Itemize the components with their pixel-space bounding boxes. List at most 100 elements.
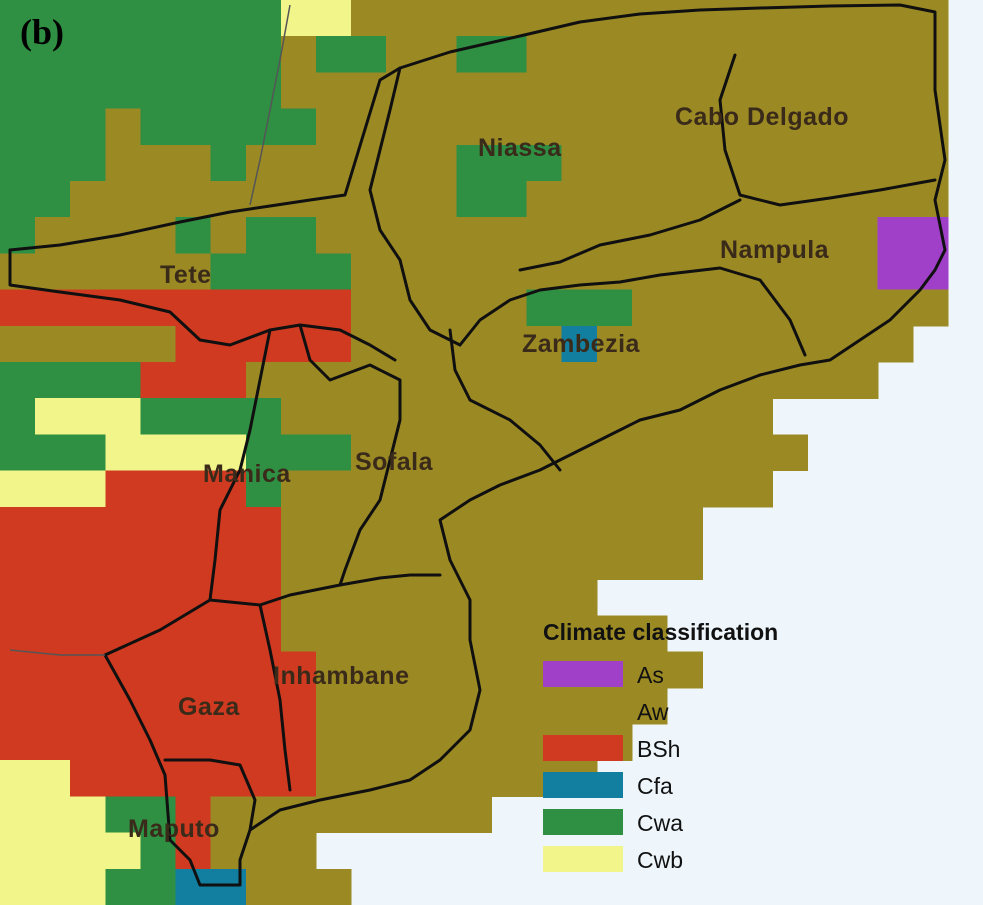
climate-cell-aw — [421, 253, 457, 291]
climate-cell-aw — [386, 579, 422, 616]
climate-cell-aw — [667, 72, 703, 110]
climate-cell-aw — [105, 253, 142, 291]
climate-cell-cwa — [70, 0, 106, 37]
climate-cell-aw — [737, 434, 773, 472]
climate-cell-cwa — [35, 362, 71, 399]
climate-cell-aw — [421, 217, 457, 254]
climate-cell-bsh — [175, 289, 212, 327]
climate-cell-aw — [315, 144, 352, 182]
legend-swatch-aw — [543, 698, 623, 724]
climate-cell-aw — [772, 253, 809, 291]
climate-cell-aw — [386, 687, 422, 725]
climate-cell-aw — [561, 615, 598, 653]
climate-cell-aw — [70, 217, 106, 254]
label-inhambane: Inhambane — [273, 662, 409, 690]
climate-cell-bsh — [105, 506, 142, 544]
climate-cell-cwa — [561, 289, 598, 327]
climate-cell-cwa — [175, 108, 212, 146]
border-manica-sofala — [298, 323, 402, 587]
climate-cell-cwa — [0, 434, 36, 472]
climate-cell-aw — [0, 253, 36, 291]
climate-cell-aw — [105, 325, 142, 363]
climate-cell-aw — [631, 144, 668, 182]
climate-cell-aw — [386, 0, 422, 37]
climate-cell-bsh — [280, 651, 317, 689]
climate-cell-aw — [421, 434, 457, 472]
climate-cell-aw — [140, 181, 177, 218]
climate-cell-cwb — [105, 832, 142, 870]
climate-cell-cwa — [70, 362, 106, 399]
climate-cell-cwa — [245, 253, 282, 291]
climate-cell-aw — [842, 217, 879, 254]
climate-cell-aw — [807, 217, 844, 254]
climate-cell-aw — [351, 434, 387, 472]
climate-cell-cwb — [140, 434, 177, 472]
climate-cell-aw — [526, 325, 563, 363]
climate-cell-bsh — [175, 651, 212, 689]
border-zambezia — [458, 266, 807, 357]
climate-cell-bsh — [140, 615, 177, 653]
climate-cell-aw — [280, 543, 317, 580]
climate-cell-aw — [491, 108, 528, 146]
climate-cell-aw — [772, 217, 809, 254]
climate-cell-cwb — [0, 470, 36, 508]
climate-cell-aw — [491, 651, 528, 689]
legend-swatch-bsh — [543, 735, 623, 761]
climate-cell-aw — [596, 36, 633, 73]
climate-cell-bsh — [210, 362, 247, 399]
label-niassa: Niassa — [478, 134, 562, 162]
climate-cell-aw — [667, 651, 703, 689]
climate-cell-cwa — [0, 36, 36, 73]
climate-cell-cwa — [175, 72, 212, 110]
climate-cell-aw — [351, 362, 387, 399]
province-labels: Niassa Cabo Delgado Nampula Tete Zambezi… — [128, 103, 849, 843]
climate-cell-cwa — [245, 0, 282, 37]
province-borders — [8, 3, 947, 887]
climate-cell-bsh — [0, 724, 36, 761]
climate-cell-cwa — [210, 108, 247, 146]
climate-cell-aw — [596, 217, 633, 254]
climate-cell-aw — [491, 362, 528, 399]
climate-cell-aw — [70, 325, 106, 363]
climate-cell-aw — [772, 72, 809, 110]
climate-cell-cwb — [175, 434, 212, 472]
climate-cell-aw — [280, 615, 317, 653]
climate-cell-cwa — [491, 144, 528, 182]
climate-cell-aw — [421, 760, 457, 797]
climate-cell-aw — [667, 470, 703, 508]
climate-cell-bsh — [0, 687, 36, 725]
climate-cell-aw — [315, 470, 352, 508]
climate-cell-bsh — [140, 506, 177, 544]
climate-cell-aw — [526, 362, 563, 399]
climate-cell-aw — [842, 72, 879, 110]
climate-cell-cwa — [245, 470, 282, 508]
climate-cell-aw — [491, 325, 528, 363]
climate-cell-aw — [140, 253, 177, 291]
legend-label-cwa: Cwa — [637, 810, 683, 836]
climate-cell-aw — [737, 36, 773, 73]
climate-cell-cwa — [105, 0, 142, 37]
label-gaza: Gaza — [178, 693, 240, 721]
climate-cell-aw — [280, 868, 317, 905]
climate-cell-aw — [140, 325, 177, 363]
climate-cell-aw — [737, 470, 773, 508]
climate-cell-aw — [351, 651, 387, 689]
climate-cell-aw — [631, 687, 668, 725]
climate-cell-aw — [351, 579, 387, 616]
climate-cell-aw — [491, 760, 528, 797]
label-maputo: Maputo — [128, 815, 220, 843]
climate-cell-aw — [456, 217, 493, 254]
climate-cell-cwb — [0, 796, 36, 834]
climate-cell-cwa — [210, 253, 247, 291]
climate-cell-aw — [737, 144, 773, 182]
climate-cell-aw — [386, 398, 422, 435]
climate-cell-aw — [561, 144, 598, 182]
climate-cell-bsh — [175, 470, 212, 508]
climate-cell-aw — [912, 36, 949, 73]
climate-cell-aw — [456, 72, 493, 110]
climate-cell-cwa — [35, 36, 71, 73]
climate-cell-aw — [912, 289, 949, 327]
climate-cell-aw — [561, 362, 598, 399]
climate-cell-aw — [140, 144, 177, 182]
